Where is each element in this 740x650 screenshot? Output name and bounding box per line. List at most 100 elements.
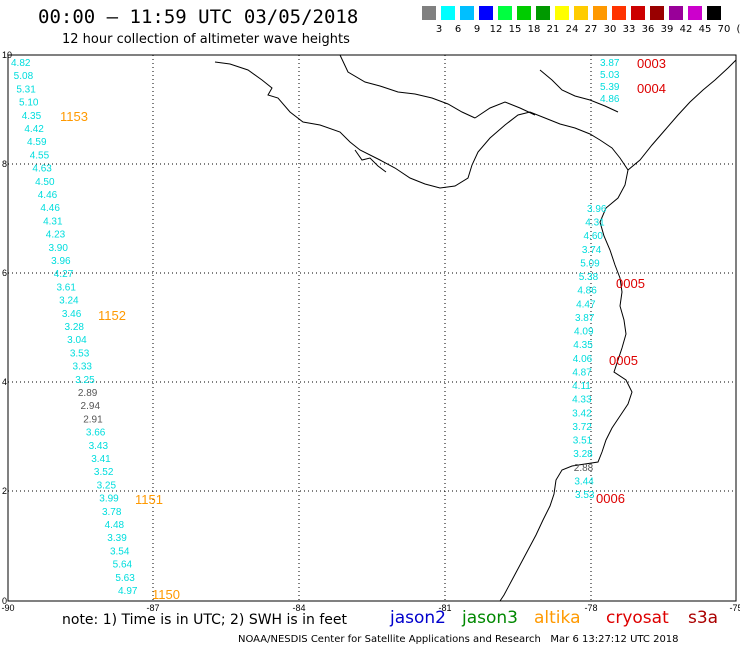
map-footer: NOAA/NESDIS Center for Satellite Applica… xyxy=(238,634,679,645)
legend-level: 21 xyxy=(546,24,560,35)
lon-label: -87 xyxy=(146,603,159,613)
wave-height-point: 3.28 xyxy=(573,449,593,460)
wave-height-point: 4.27 xyxy=(54,269,74,280)
legend-swatch xyxy=(593,6,607,20)
wave-height-point: 4.06 xyxy=(573,354,593,365)
wave-height-point: 5.39 xyxy=(600,82,620,93)
legend-level: 70 xyxy=(717,24,731,35)
map-frame xyxy=(7,54,737,602)
coastline-bay xyxy=(539,69,619,113)
wave-height-point: 3.24 xyxy=(59,296,79,307)
wave-height-point: 3.52 xyxy=(94,467,114,478)
coastline-isthmus xyxy=(339,54,476,119)
wave-height-point: 5.03 xyxy=(600,70,620,81)
legend-swatch xyxy=(517,6,531,20)
wave-height-point: 2.91 xyxy=(83,414,103,425)
wave-height-point: 3.46 xyxy=(62,309,82,320)
time-label: 1150 xyxy=(152,587,180,602)
wave-height-point: 3.44 xyxy=(574,476,594,487)
wave-height-point: 3.87 xyxy=(575,313,595,324)
wave-height-point: 3.99 xyxy=(99,494,119,505)
coastline-inlet xyxy=(354,149,387,173)
lat-label: 2 xyxy=(2,486,7,496)
lat-label: 4 xyxy=(2,377,7,387)
legend-level: 39 xyxy=(660,24,674,35)
wave-height-point: 4.63 xyxy=(32,164,52,175)
wave-height-point: 5.64 xyxy=(113,560,133,571)
map-note: note: 1) Time is in UTC; 2) SWH is in fe… xyxy=(62,612,348,628)
lon-label: -81 xyxy=(438,603,451,613)
footer-timestamp: Mar 6 13:27:12 UTC 2018 xyxy=(550,634,679,645)
altimeter-tracks: 4.82 5.08 5.31 5.10 4.35 4.42 4.59 4.55 4.63 4.50… xyxy=(11,58,620,597)
wave-height-point: 4.46 xyxy=(40,203,60,214)
wave-height-point: 4.31 xyxy=(585,218,605,229)
legend-level: 24 xyxy=(565,24,579,35)
legend-level: 3 xyxy=(435,24,443,35)
wave-height-point: 3.28 xyxy=(65,322,85,333)
time-labels: 1153 1152 1151 1150 0003 0004 0005 0005 0006 xyxy=(60,56,666,602)
footer-source: NOAA/NESDIS Center for Satellite Applica… xyxy=(238,634,541,645)
time-label: 0004 xyxy=(637,81,666,96)
satellite-jason3: jason3 xyxy=(462,608,518,628)
wave-height-point: 3.72 xyxy=(572,422,592,433)
legend-swatch xyxy=(688,6,702,20)
wave-height-point: 4.59 xyxy=(27,137,47,148)
time-label: 0005 xyxy=(609,353,638,368)
legend-swatch xyxy=(536,6,550,20)
time-label: 1152 xyxy=(98,308,126,323)
legend-level: 15 xyxy=(508,24,522,35)
wave-height-point: 3.33 xyxy=(73,362,93,373)
wave-height-point: 3.39 xyxy=(107,533,127,544)
legend-swatch xyxy=(441,6,455,20)
wave-height-point: 4.11 xyxy=(572,381,591,392)
lon-label: -90 xyxy=(1,603,14,613)
wave-height-point: 4.48 xyxy=(105,520,125,531)
legend-level: 45 xyxy=(698,24,712,35)
legend-swatch xyxy=(612,6,626,20)
map-title: 00:00 – 11:59 UTC 03/05/2018 xyxy=(38,6,359,28)
legend-level: 33 xyxy=(622,24,636,35)
wave-height-point: 3.87 xyxy=(600,58,620,69)
lon-label: -75 xyxy=(729,603,740,613)
wave-height-point: 3.78 xyxy=(102,507,122,518)
legend-swatch xyxy=(422,6,436,20)
wave-height-point: 4.35 xyxy=(22,111,42,122)
satellite-cryosat: cryosat xyxy=(606,608,669,628)
wave-height-point: 4.33 xyxy=(572,395,592,406)
time-label: 0005 xyxy=(616,276,645,291)
legend-level: 9 xyxy=(473,24,481,35)
legend-level: 27 xyxy=(584,24,598,35)
wave-height-point: 5.08 xyxy=(14,71,34,82)
legend-swatch xyxy=(460,6,474,20)
wave-height-point: 3.42 xyxy=(572,408,592,419)
wave-height-point: 5.38 xyxy=(579,272,599,283)
wave-height-point: 4.82 xyxy=(11,58,31,69)
wave-height-point: 3.43 xyxy=(89,441,109,452)
wave-height-point: 3.53 xyxy=(575,490,595,501)
wave-height-point: 5.63 xyxy=(115,573,135,584)
wave-height-point: 4.47 xyxy=(576,299,596,310)
wave-height-point: 4.50 xyxy=(35,177,55,188)
wave-height-point: 3.90 xyxy=(48,243,68,254)
wave-height-point: 4.60 xyxy=(583,231,603,242)
legend-swatch xyxy=(631,6,645,20)
satellite-jason2: jason2 xyxy=(390,608,446,628)
lat-label: 0 xyxy=(2,596,7,606)
legend-swatch xyxy=(650,6,664,20)
wave-height-point: 3.41 xyxy=(91,454,111,465)
wave-height-point: 3.25 xyxy=(75,375,95,386)
legend-swatch xyxy=(707,6,721,20)
coastline-north xyxy=(214,59,737,189)
wave-height-point: 4.87 xyxy=(572,367,592,378)
legend-level: 6 xyxy=(454,24,462,35)
wave-height-point: 2.89 xyxy=(78,388,98,399)
legend-unit: (ft) xyxy=(736,24,740,35)
wave-height-point: 4.09 xyxy=(574,327,594,338)
time-label: 1153 xyxy=(60,109,88,124)
wave-height-point: 2.88 xyxy=(574,463,594,474)
lon-label: -84 xyxy=(292,603,305,613)
wave-height-point: 4.35 xyxy=(573,340,593,351)
satellite-s3a: s3a xyxy=(688,608,719,628)
coastline-east xyxy=(499,169,633,602)
wave-height-point: 3.61 xyxy=(56,282,76,293)
